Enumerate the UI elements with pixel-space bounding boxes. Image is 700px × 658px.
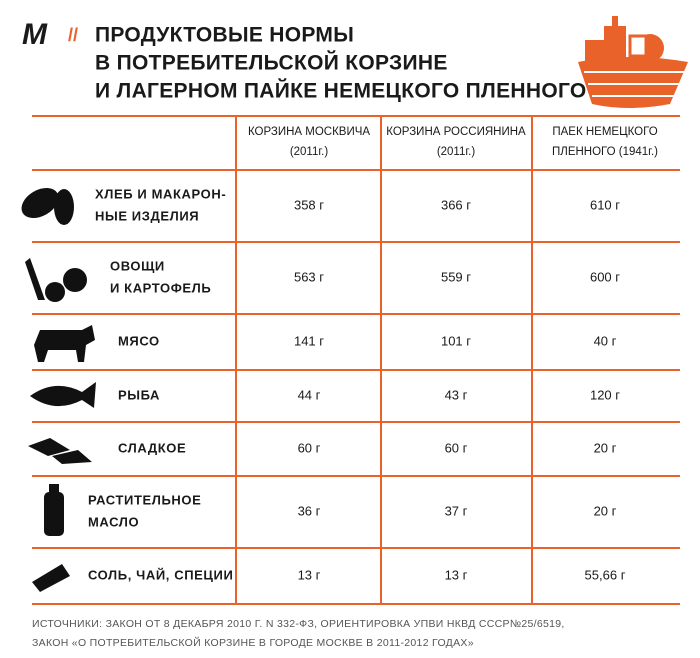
basket-icon bbox=[578, 16, 688, 108]
cell-value: 141 г bbox=[294, 333, 324, 348]
row-label: РАСТИТЕЛЬНОЕ bbox=[88, 492, 201, 507]
cell-value: 120 г bbox=[590, 387, 620, 402]
cell-value: 44 г bbox=[298, 387, 321, 402]
logo: M bbox=[22, 18, 48, 51]
cell-value: 366 г bbox=[441, 197, 471, 212]
cell-value: 610 г bbox=[590, 197, 620, 212]
row-label: И КАРТОФЕЛЬ bbox=[110, 280, 211, 295]
row-label: СОЛЬ, ЧАЙ, СПЕЦИИ bbox=[88, 567, 233, 582]
row-icons bbox=[21, 187, 96, 592]
column-header: ПАЕК НЕМЕЦКОГО bbox=[552, 126, 657, 138]
logo-separator: // bbox=[68, 25, 78, 45]
column-header: (2011г.) bbox=[290, 146, 329, 158]
cell-value: 40 г bbox=[594, 333, 617, 348]
column-header: КОРЗИНА РОССИЯНИНА bbox=[386, 126, 526, 138]
cell-value: 37 г bbox=[445, 503, 468, 518]
cell-value: 55,66 г bbox=[585, 567, 626, 582]
cell-value: 60 г bbox=[445, 440, 468, 455]
cell-value: 20 г bbox=[594, 440, 617, 455]
row-label: МЯСО bbox=[118, 333, 160, 348]
title-line: И ЛАГЕРНОМ ПАЙКЕ НЕМЕЦКОГО ПЛЕННОГО bbox=[95, 79, 587, 103]
cell-value: 559 г bbox=[441, 269, 471, 284]
title-line: ПРОДУКТОВЫЕ НОРМЫ bbox=[95, 24, 354, 47]
column-header: ПЛЕННОГО (1941г.) bbox=[552, 146, 658, 158]
column-header: КОРЗИНА МОСКВИЧА bbox=[248, 126, 370, 138]
source-line: ИСТОЧНИКИ: ЗАКОН ОТ 8 ДЕКАБРЯ 2010 Г. N … bbox=[32, 618, 565, 630]
cell-value: 20 г bbox=[594, 503, 617, 518]
row-label: ХЛЕБ И МАКАРОН- bbox=[95, 186, 226, 201]
row-label: СЛАДКОЕ bbox=[118, 440, 186, 455]
cell-value: 358 г bbox=[294, 197, 324, 212]
cell-value: 43 г bbox=[445, 387, 468, 402]
cell-value: 36 г bbox=[298, 503, 321, 518]
source-line: ЗАКОН «О ПОТРЕБИТЕЛЬСКОЙ КОРЗИНЕ В ГОРОД… bbox=[32, 636, 474, 649]
cell-value: 13 г bbox=[445, 567, 468, 582]
title-line: В ПОТРЕБИТЕЛЬСКОЙ КОРЗИНЕ bbox=[95, 51, 448, 75]
cell-value: 101 г bbox=[441, 333, 471, 348]
column-rules bbox=[235, 116, 533, 604]
cell-value: 13 г bbox=[298, 567, 321, 582]
column-header: (2011г.) bbox=[437, 146, 476, 158]
row-label: МАСЛО bbox=[88, 514, 139, 529]
row-label: ОВОЩИ bbox=[110, 258, 165, 273]
cell-value: 563 г bbox=[294, 269, 324, 284]
cell-value: 60 г bbox=[298, 440, 321, 455]
row-label: НЫЕ ИЗДЕЛИЯ bbox=[95, 208, 199, 223]
row-label: РЫБА bbox=[118, 387, 160, 402]
cell-value: 600 г bbox=[590, 269, 620, 284]
